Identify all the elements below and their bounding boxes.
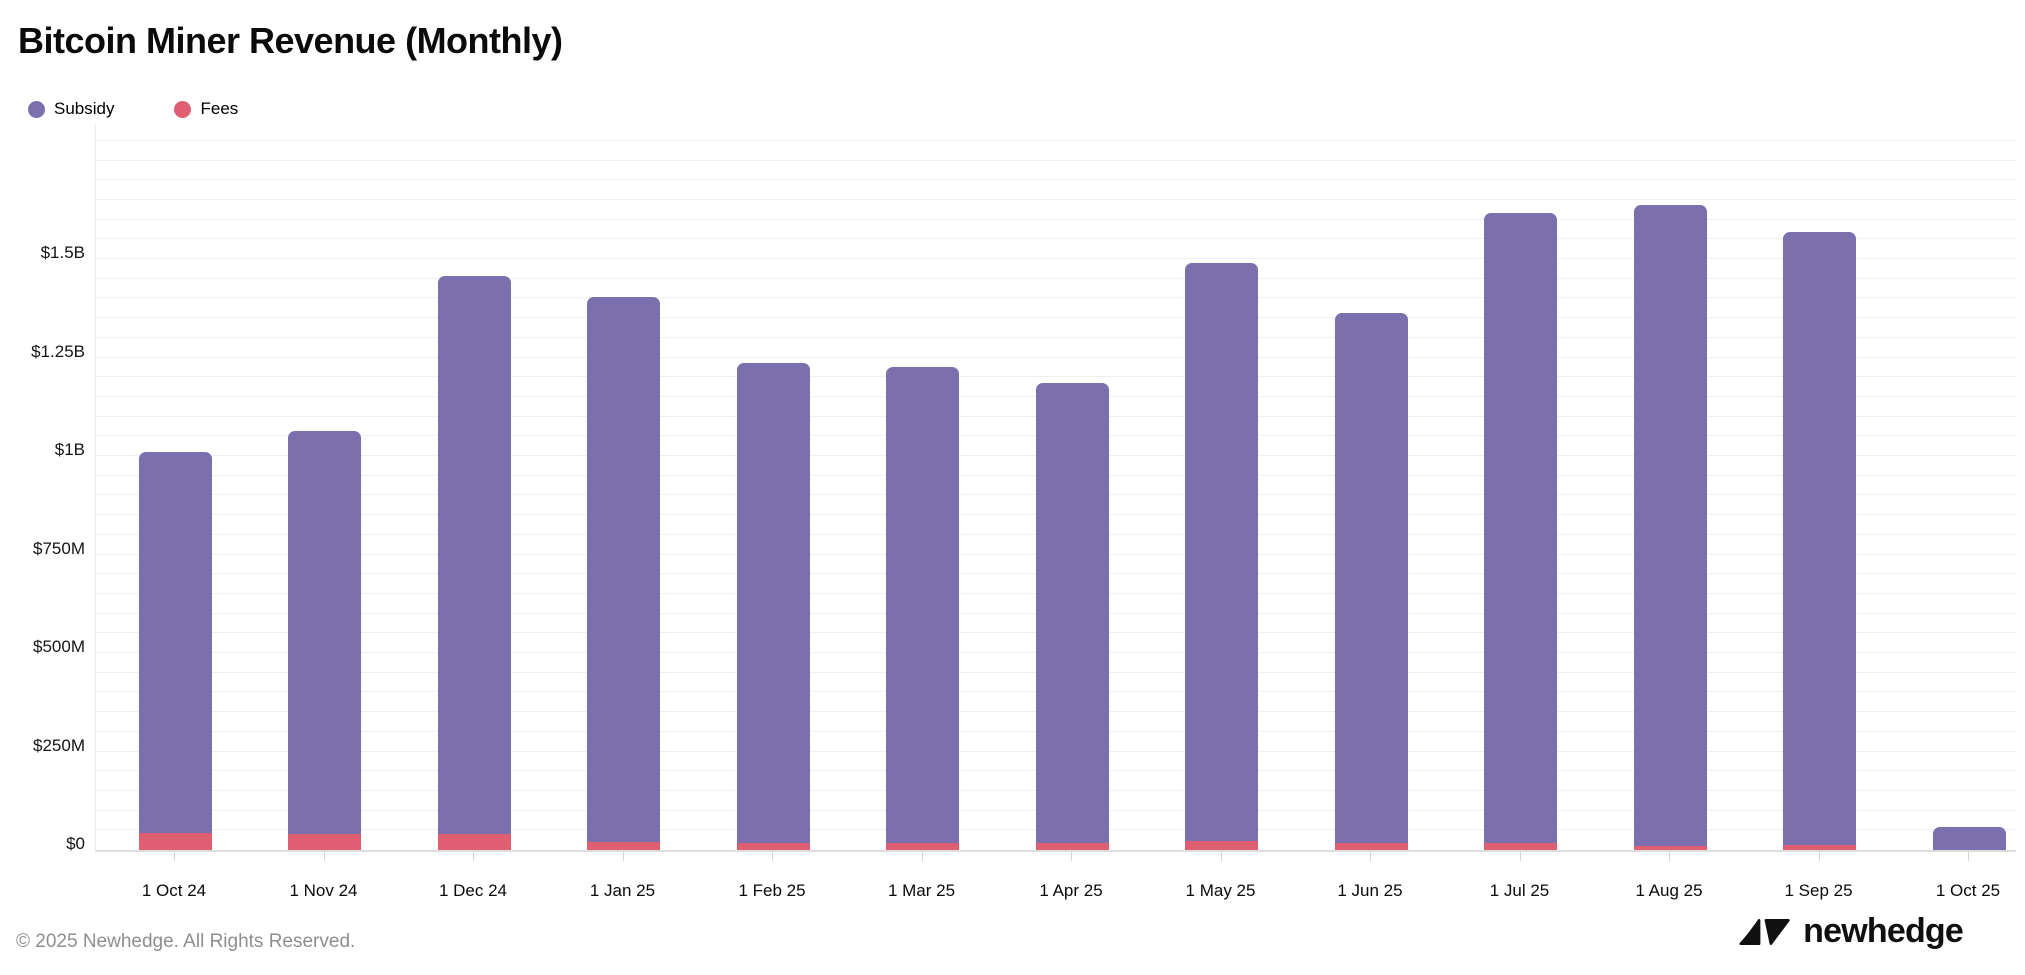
legend-label-subsidy: Subsidy bbox=[54, 99, 115, 118]
x-tick-mark bbox=[174, 852, 175, 861]
legend-item-fees[interactable]: Fees bbox=[174, 99, 238, 119]
bar-1-jun-25[interactable] bbox=[1334, 312, 1408, 850]
fees-segment[interactable] bbox=[736, 842, 810, 850]
x-tick-mark bbox=[1968, 852, 1969, 861]
x-tick-mark bbox=[473, 852, 474, 861]
fees-segment[interactable] bbox=[138, 833, 212, 850]
gridline bbox=[96, 258, 2016, 259]
y-tick-label: $250M bbox=[33, 735, 85, 755]
x-tick-mark bbox=[622, 852, 624, 861]
x-tick-mark bbox=[1220, 852, 1222, 861]
subsidy-swatch-icon bbox=[28, 100, 45, 118]
copyright-text: © 2025 Newhedge. All Rights Reserved. bbox=[16, 931, 356, 952]
chart-title: Bitcoin Miner Revenue (Monthly) bbox=[18, 20, 563, 61]
newhedge-logo-link[interactable]: newhedge bbox=[1739, 912, 1964, 951]
x-tick-mark bbox=[1071, 852, 1072, 861]
bar-1-nov-24[interactable] bbox=[288, 431, 361, 850]
gridline bbox=[96, 356, 2016, 358]
bar-1-aug-25[interactable] bbox=[1633, 205, 1707, 850]
x-tick-label: 1 Aug 25 bbox=[1635, 881, 1703, 900]
bar-1-mar-25[interactable] bbox=[886, 366, 959, 850]
x-tick-label: 1 Jan 25 bbox=[589, 881, 656, 900]
bar-1-apr-25[interactable] bbox=[1035, 383, 1109, 850]
bar-1-sep-25[interactable] bbox=[1783, 231, 1856, 850]
subsidy-segment[interactable] bbox=[288, 431, 361, 834]
x-tick-label: 1 Jul 25 bbox=[1489, 881, 1550, 900]
gridline bbox=[96, 238, 2016, 240]
x-tick-label: 1 Feb 25 bbox=[738, 881, 806, 900]
fees-segment[interactable] bbox=[1334, 842, 1408, 850]
y-tick-label: $750M bbox=[33, 538, 85, 558]
subsidy-segment[interactable] bbox=[1484, 212, 1557, 844]
fees-segment[interactable] bbox=[1484, 843, 1557, 850]
bar-1-may-25[interactable] bbox=[1185, 263, 1258, 850]
y-tick-label: $0 bbox=[66, 834, 85, 853]
subsidy-segment[interactable] bbox=[1783, 231, 1856, 846]
fees-segment[interactable] bbox=[1633, 845, 1707, 850]
y-tick-label: $500M bbox=[33, 637, 85, 656]
bar-1-oct-24[interactable] bbox=[138, 452, 212, 850]
fees-segment[interactable] bbox=[288, 833, 361, 850]
y-tick-label: $1B bbox=[54, 440, 85, 459]
subsidy-segment[interactable] bbox=[437, 275, 511, 835]
x-tick-label: 1 Jun 25 bbox=[1337, 881, 1403, 900]
fees-segment[interactable] bbox=[437, 834, 511, 850]
gridline bbox=[96, 218, 2016, 220]
x-tick-mark bbox=[1519, 852, 1521, 861]
bar-1-jan-25[interactable] bbox=[587, 297, 660, 850]
gridline bbox=[96, 297, 2016, 299]
legend: Subsidy Fees bbox=[28, 99, 238, 119]
plot-area bbox=[95, 125, 2016, 852]
subsidy-segment[interactable] bbox=[138, 452, 212, 834]
x-tick-mark bbox=[1370, 852, 1371, 861]
subsidy-segment[interactable] bbox=[1334, 312, 1408, 843]
subsidy-segment[interactable] bbox=[1932, 827, 2006, 850]
gridline bbox=[96, 139, 2016, 141]
bar-1-feb-25[interactable] bbox=[736, 363, 810, 850]
subsidy-segment[interactable] bbox=[886, 366, 959, 843]
newhedge-logo-icon bbox=[1739, 918, 1790, 945]
legend-label-fees: Fees bbox=[200, 99, 239, 118]
x-tick-label: 1 Nov 24 bbox=[289, 881, 358, 900]
fees-segment[interactable] bbox=[1783, 845, 1856, 850]
fees-segment[interactable] bbox=[886, 842, 959, 850]
gridline bbox=[96, 376, 2016, 378]
subsidy-segment[interactable] bbox=[736, 363, 810, 843]
x-tick-mark bbox=[921, 852, 923, 861]
subsidy-segment[interactable] bbox=[1035, 383, 1109, 844]
x-tick-label: 1 Apr 25 bbox=[1039, 881, 1103, 900]
gridline bbox=[96, 277, 2016, 279]
bar-1-oct-25[interactable] bbox=[1932, 827, 2006, 850]
x-tick-mark bbox=[1818, 852, 1820, 861]
x-tick-label: 1 Oct 25 bbox=[1935, 881, 2001, 900]
subsidy-segment[interactable] bbox=[587, 297, 660, 842]
fees-swatch-icon bbox=[174, 100, 192, 118]
gridline bbox=[96, 198, 2016, 200]
fees-segment[interactable] bbox=[587, 841, 660, 850]
gridline bbox=[96, 317, 2016, 319]
fees-segment[interactable] bbox=[1035, 843, 1109, 850]
y-tick-label: $1.5B bbox=[40, 243, 85, 262]
y-tick-label: $1.25B bbox=[31, 341, 85, 361]
x-tick-mark bbox=[323, 852, 325, 861]
x-tick-label: 1 Dec 24 bbox=[438, 881, 508, 900]
legend-item-subsidy[interactable]: Subsidy bbox=[28, 99, 114, 119]
x-tick-mark bbox=[772, 852, 773, 861]
y-axis-labels: $0 $250M $500M $750M $1B $1.25B $1.5B bbox=[0, 0, 85, 975]
fees-segment[interactable] bbox=[1185, 840, 1258, 850]
x-tick-label: 1 Oct 24 bbox=[141, 881, 207, 900]
brand-wordmark: newhedge bbox=[1803, 912, 1964, 950]
subsidy-segment[interactable] bbox=[1185, 263, 1258, 841]
x-tick-label: 1 Mar 25 bbox=[887, 881, 956, 900]
x-tick-label: 1 May 25 bbox=[1185, 881, 1256, 900]
bar-1-jul-25[interactable] bbox=[1484, 212, 1557, 850]
gridline bbox=[96, 179, 2016, 181]
bar-1-dec-24[interactable] bbox=[437, 275, 511, 850]
x-tick-mark bbox=[1669, 852, 1670, 861]
gridline bbox=[96, 336, 2016, 338]
subsidy-segment[interactable] bbox=[1633, 205, 1707, 846]
gridline bbox=[96, 159, 2016, 161]
x-tick-label: 1 Sep 25 bbox=[1784, 881, 1853, 900]
